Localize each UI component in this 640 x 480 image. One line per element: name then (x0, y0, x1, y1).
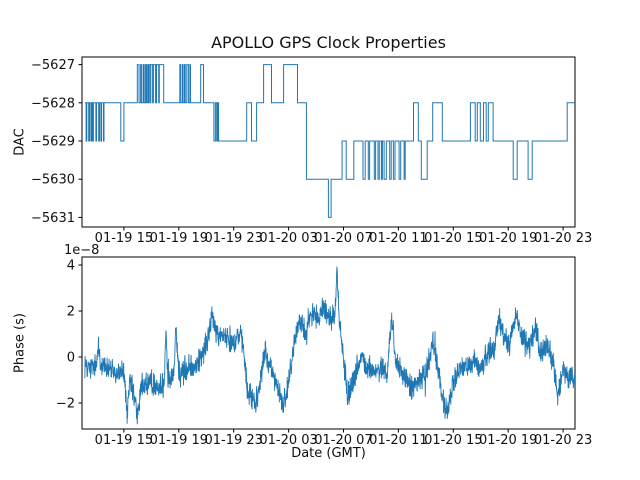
x-tick-label: 01-19 23 (204, 231, 262, 246)
x-tick-label: 01-19 19 (150, 433, 208, 448)
x-tick-label: 01-20 03 (259, 231, 317, 246)
axes-spines (81, 56, 576, 228)
x-axis-label: Date (GMT) (291, 446, 366, 461)
x-tick-label: 01-19 23 (204, 433, 262, 448)
y-tick-label: −5630 (31, 173, 75, 188)
x-tick-label: 01-20 07 (314, 231, 372, 246)
x-tick-label: 01-20 07 (314, 433, 372, 448)
dac-step-line (84, 64, 575, 218)
x-tick-label: 01-20 11 (369, 231, 427, 246)
y-tick-label: −5629 (31, 135, 75, 150)
y-tick-label: −5631 (31, 211, 75, 226)
phase-noise-line (84, 266, 575, 425)
x-tick-label: 01-19 15 (95, 231, 153, 246)
y-tick-label: 2 (67, 305, 75, 320)
x-tick-label: 01-19 19 (150, 231, 208, 246)
y-axis-offset-text: 1e−8 (64, 243, 100, 258)
x-tick-label: 01-20 15 (424, 231, 482, 246)
y-tick-label: −5628 (31, 96, 75, 111)
y-tick-label: −2 (56, 397, 75, 412)
x-tick-label: 01-20 19 (479, 231, 537, 246)
y-tick-label: 4 (67, 259, 75, 274)
x-tick-label: 01-20 23 (534, 231, 592, 246)
chart-title: APOLLO GPS Clock Properties (211, 33, 446, 52)
x-tick-label: 01-20 11 (369, 433, 427, 448)
y-tick-label: −5627 (31, 58, 75, 73)
x-tick-label: 01-20 15 (424, 433, 482, 448)
axes-spines (81, 256, 576, 430)
x-tick-label: 01-20 03 (259, 433, 317, 448)
y-tick-label: 0 (67, 351, 75, 366)
x-tick-label: 01-20 23 (534, 433, 592, 448)
x-tick-label: 01-20 19 (479, 433, 537, 448)
x-tick-label: 01-19 15 (95, 433, 153, 448)
